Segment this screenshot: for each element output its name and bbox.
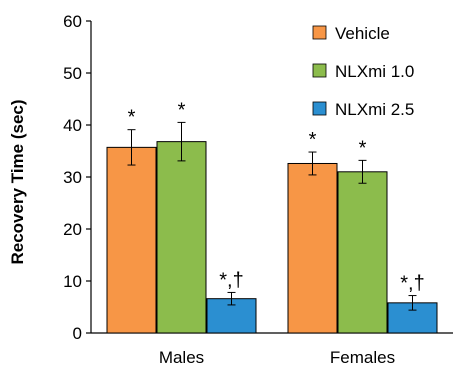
bar (106, 146, 157, 334)
legend-swatch (312, 63, 327, 78)
significance-label: * (128, 107, 136, 129)
y-tick-label: 20 (63, 220, 82, 239)
y-tick-label: 0 (73, 324, 82, 343)
legend-label: Vehicle (335, 24, 390, 43)
bars: * * * * *,† *,† (106, 99, 438, 334)
y-tick-label: 50 (63, 64, 82, 83)
x-category-label: Females (330, 348, 395, 367)
legend-label: NLXmi 1.0 (335, 62, 414, 81)
legend: Vehicle NLXmi 1.0 NLXmi 2.5 (312, 24, 414, 119)
bar (337, 171, 388, 334)
y-axis-label: Recovery Time (sec) (8, 99, 27, 264)
x-axis-categories: Males Females (159, 348, 395, 367)
significance-label: * (309, 129, 317, 151)
legend-swatch (312, 101, 327, 116)
bar (156, 141, 207, 334)
significance-label: *,† (219, 269, 243, 291)
y-tick-label: 30 (63, 168, 82, 187)
bar (287, 162, 338, 334)
significance-label: *,† (400, 273, 424, 295)
y-tick-label: 40 (63, 116, 82, 135)
significance-label: * (359, 137, 367, 159)
legend-swatch (312, 25, 327, 40)
legend-label: NLXmi 2.5 (335, 100, 414, 119)
x-category-label: Males (159, 348, 204, 367)
y-tick-label: 10 (63, 272, 82, 291)
y-tick-label: 60 (63, 12, 82, 31)
significance-label: * (178, 99, 186, 121)
y-axis-ticks: 0 10 20 30 40 50 60 (63, 12, 91, 343)
